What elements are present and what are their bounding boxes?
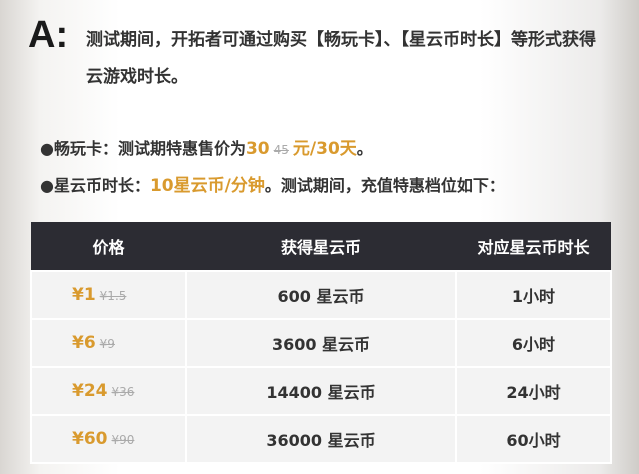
table-row: ¥6 ¥9 3600 星云币 6小时 (30, 318, 612, 368)
duration-cell: 1小时 (455, 270, 612, 320)
unit: 元/30天 (292, 139, 357, 159)
header-row: 价格 获得星云币 对应星云币时长 (31, 222, 611, 271)
duration-cell: 24小时 (455, 366, 612, 416)
price-cell: ¥24 ¥36 (30, 366, 187, 416)
price-cell: ¥60 ¥90 (30, 414, 187, 464)
label: A: (28, 14, 69, 56)
duration-cell: 60小时 (455, 414, 612, 464)
old-price: ¥90 (111, 433, 135, 447)
duration-cell: 6小时 (455, 318, 612, 368)
intro-text: 测试期间，开拓者可通过购买【畅玩卡】、【星云币时长】等形式获得云游戏时长。 (86, 30, 596, 87)
old-price: ¥9 (99, 337, 115, 351)
coins-cell: 3600 星云币 (185, 318, 457, 368)
price-table: 价格 获得星云币 对应星云币时长 ¥1 ¥1.5 600 星云币 1小时 ¥6 ¥9 3600 … (30, 222, 612, 464)
column-header: 价格 (31, 222, 186, 271)
price: ¥6 (72, 333, 96, 353)
text: 。 (356, 139, 373, 158)
table-body: ¥1 ¥1.5 600 星云币 1小时 ¥6 ¥9 3600 星云币 6小时 ¥24 ¥36 144… (30, 270, 612, 464)
price: ¥1 (72, 285, 96, 305)
table-row: ¥24 ¥36 14400 星云币 24小时 (30, 366, 612, 416)
coins-cell: 600 星云币 (185, 270, 457, 320)
bullet: ●星云币时长：10星云币/分钟。测试期间，充值特惠档位如下： (40, 171, 505, 196)
price: ¥60 (72, 429, 108, 449)
text: ●畅玩卡：测试期特惠售价为 (40, 139, 246, 158)
old-price: ¥1.5 (99, 289, 127, 303)
price: 10星云币/分钟 (149, 176, 265, 196)
old-price: ¥36 (111, 385, 135, 399)
text: 。测试期间，充值特惠档位如下： (264, 176, 505, 195)
column-header: 获得星云币 (186, 222, 456, 271)
coins-cell: 14400 星云币 (185, 366, 457, 416)
price-cell: ¥1 ¥1.5 (30, 270, 187, 320)
price: 30 (245, 139, 270, 159)
text: ●星云币时长： (40, 176, 150, 195)
column-header: 对应星云币时长 (456, 222, 611, 271)
price-cell: ¥6 ¥9 (30, 318, 187, 368)
coins-cell: 36000 星云币 (185, 414, 457, 464)
old-price: 45 (273, 143, 289, 157)
bullet: ●畅玩卡：测试期特惠售价为30 45 元/30天。 (40, 134, 373, 159)
table-row: ¥60 ¥90 36000 星云币 60小时 (30, 414, 612, 464)
price: ¥24 (72, 381, 108, 401)
table-row: ¥1 ¥1.5 600 星云币 1小时 (30, 270, 612, 320)
